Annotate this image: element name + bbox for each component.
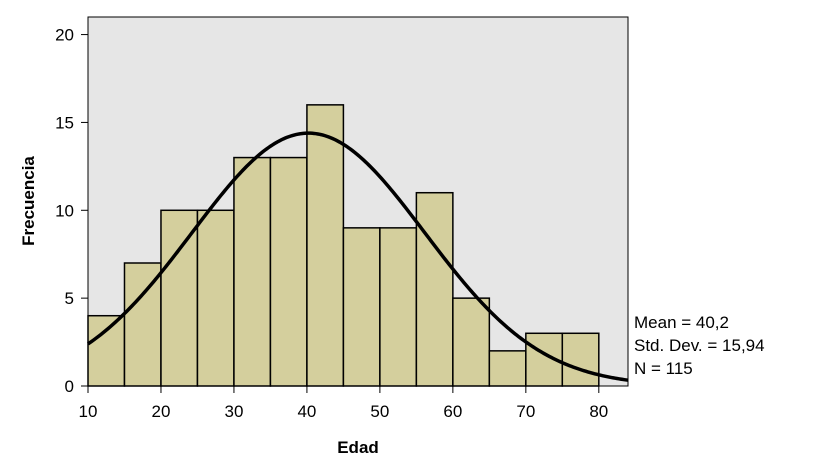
x-tick-label: 20 (152, 402, 171, 421)
histogram-bar (196, 209, 235, 387)
histogram-bar (269, 156, 308, 387)
y-tick-label: 5 (65, 289, 74, 308)
x-tick-label: 30 (224, 402, 243, 421)
x-tick-label: 40 (297, 402, 316, 421)
x-axis-title: Edad (337, 438, 379, 457)
y-tick-label: 15 (55, 113, 74, 132)
x-tick-label: 60 (443, 402, 462, 421)
x-tick-label: 10 (79, 402, 98, 421)
histogram-bar (87, 314, 126, 387)
histogram-bar (488, 350, 527, 387)
histogram-bar (160, 209, 199, 387)
histogram-bar (306, 104, 345, 387)
y-tick-label: 10 (55, 201, 74, 220)
x-tick-label: 50 (370, 402, 389, 421)
y-tick-label: 20 (55, 26, 74, 45)
std-dev-label: Std. Dev. = 15,94 (634, 336, 765, 355)
statistics-legend: Mean = 40,2 Std. Dev. = 15,94 N = 115 (634, 311, 765, 380)
y-tick-label: 0 (65, 377, 74, 396)
histogram-bar (123, 262, 162, 387)
histogram-bar (415, 191, 454, 387)
histogram-bar (233, 156, 272, 387)
y-axis-title: Frecuencia (19, 156, 38, 246)
normal-curve (87, 131, 629, 382)
x-tick-label: 80 (589, 402, 608, 421)
histogram-bar (379, 227, 418, 387)
n-label: N = 115 (634, 359, 693, 378)
mean-label: Mean = 40,2 (634, 313, 729, 332)
histogram-bar (561, 332, 600, 387)
x-tick-label: 70 (516, 402, 535, 421)
histogram-bar (452, 297, 491, 387)
histogram-bar (342, 227, 381, 387)
